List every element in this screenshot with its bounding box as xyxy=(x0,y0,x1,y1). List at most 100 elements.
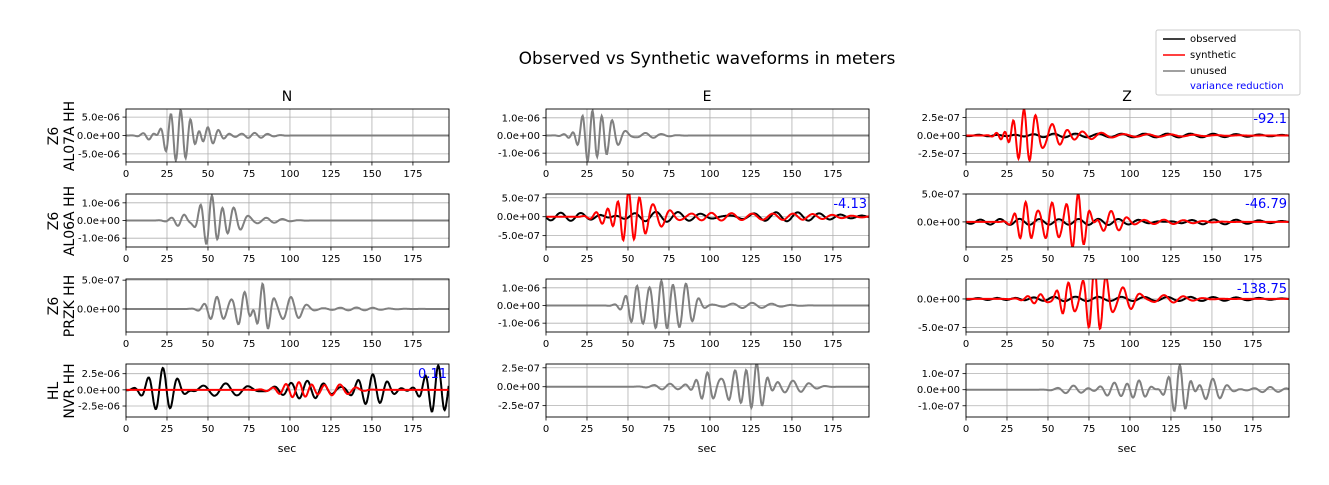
x-tick-label: 100 xyxy=(1120,169,1139,180)
x-tick-label: 125 xyxy=(321,169,340,180)
x-tick-label: 100 xyxy=(700,254,719,265)
x-tick-label: 125 xyxy=(1161,169,1180,180)
x-tick-label: 0 xyxy=(543,339,549,350)
x-tick-label: 175 xyxy=(403,339,422,350)
y-tick-label: -2.5e-07 xyxy=(918,149,960,160)
x-axis-label: sec xyxy=(698,442,717,455)
y-tick-label: -1.0e-07 xyxy=(918,401,960,412)
series-line-unused xyxy=(546,279,869,330)
x-tick-label: 50 xyxy=(202,169,215,180)
variance-reduction-value: -92.1 xyxy=(1253,112,1287,127)
y-tick-label: 2.5e-07 xyxy=(922,113,960,124)
x-tick-label: 150 xyxy=(782,339,801,350)
x-tick-label: 0 xyxy=(543,424,549,435)
x-tick-label: 100 xyxy=(280,169,299,180)
x-tick-label: 150 xyxy=(1202,254,1221,265)
panel-frame xyxy=(125,278,450,333)
x-tick-label: 175 xyxy=(823,339,842,350)
x-tick-label: 150 xyxy=(1202,169,1221,180)
y-tick-label: -5.0e-07 xyxy=(918,323,960,334)
panel-r1-c0: 0 25 50 75 100 125 150 175 -1.0e-06 0.0e+00 1.0e-0… xyxy=(77,193,450,265)
x-tick-label: 0 xyxy=(123,254,129,265)
x-tick-label: 25 xyxy=(161,339,174,350)
y-tick-label: 1.0e-07 xyxy=(922,369,960,380)
x-tick-label: 75 xyxy=(663,339,676,350)
x-tick-label: 150 xyxy=(362,254,381,265)
series-line-unused xyxy=(126,281,449,330)
y-tick-label: 1.0e-06 xyxy=(82,198,120,209)
x-tick-label: 50 xyxy=(622,169,635,180)
variance-reduction-value: 0.11 xyxy=(418,367,447,382)
y-tick-label: -1.0e-06 xyxy=(498,319,540,330)
x-tick-label: 0 xyxy=(123,339,129,350)
x-tick-label: 50 xyxy=(1042,424,1055,435)
series-line-synthetic xyxy=(966,279,1289,331)
x-tick-label: 150 xyxy=(362,169,381,180)
series-line-unused xyxy=(126,109,449,162)
x-tick-label: 100 xyxy=(700,169,719,180)
x-tick-label: 75 xyxy=(1083,424,1096,435)
x-tick-label: 125 xyxy=(321,254,340,265)
y-tick-label: 5.0e-07 xyxy=(502,193,540,204)
series-line-unused xyxy=(546,364,869,411)
x-tick-label: 150 xyxy=(782,169,801,180)
variance-reduction-value: -138.75 xyxy=(1237,282,1287,297)
station-labels: Z6 AL07A HH Z6 AL06A HH Z6 PRZK HH HL NV… xyxy=(46,101,78,419)
x-tick-label: 25 xyxy=(161,169,174,180)
x-tick-label: 50 xyxy=(1042,254,1055,265)
panel-r1-c2: 0 25 50 75 100 125 150 175 0.0e+00 5.0e-07 -46.79 xyxy=(917,190,1290,265)
y-tick-label: -5.0e-06 xyxy=(78,149,120,160)
y-tick-label: 5.0e-06 xyxy=(82,113,120,124)
x-tick-label: 0 xyxy=(963,254,969,265)
x-tick-label: 125 xyxy=(1161,339,1180,350)
x-tick-label: 175 xyxy=(1243,339,1262,350)
x-tick-label: 25 xyxy=(1001,254,1014,265)
series-line-unused xyxy=(546,109,869,162)
x-axis-label: sec xyxy=(1118,442,1137,455)
x-tick-label: 75 xyxy=(1083,339,1096,350)
legend-label-variance-reduction: variance reduction xyxy=(1190,81,1284,92)
x-tick-label: 150 xyxy=(362,339,381,350)
x-tick-label: 25 xyxy=(581,254,594,265)
y-tick-label: 2.5e-06 xyxy=(82,369,120,380)
x-tick-label: 50 xyxy=(622,254,635,265)
panel-r3-c1: 0 25 50 75 100 125 150 175 -2.5e-07 0.0e+00 2.5e-0… xyxy=(497,363,870,435)
y-tick-label: -1.0e-06 xyxy=(78,234,120,245)
series-line-synthetic xyxy=(966,194,1289,247)
y-tick-label: 1.0e-06 xyxy=(502,113,540,124)
x-tick-label: 25 xyxy=(581,169,594,180)
station-code-label: AL07A HH xyxy=(62,101,78,171)
x-tick-label: 50 xyxy=(1042,169,1055,180)
station-network-label: Z6 xyxy=(46,212,62,231)
y-tick-label: 0.0e+00 xyxy=(77,131,120,142)
station-network-label: Z6 xyxy=(46,297,62,316)
panel-frame xyxy=(965,278,1290,333)
y-tick-label: 0.0e+00 xyxy=(497,212,540,223)
x-tick-label: 75 xyxy=(663,424,676,435)
variance-reduction-value: -4.13 xyxy=(833,197,867,212)
y-tick-label: 5.0e-07 xyxy=(922,190,960,201)
x-tick-label: 100 xyxy=(280,424,299,435)
column-title-n: N xyxy=(282,89,292,105)
y-tick-label: -1.0e-06 xyxy=(498,149,540,160)
x-tick-label: 175 xyxy=(823,424,842,435)
y-tick-label: 0.0e+00 xyxy=(917,385,960,396)
x-tick-label: 75 xyxy=(243,424,256,435)
x-tick-label: 75 xyxy=(1083,254,1096,265)
y-tick-label: 0.0e+00 xyxy=(917,294,960,305)
x-tick-label: 0 xyxy=(123,169,129,180)
x-tick-label: 125 xyxy=(321,339,340,350)
x-tick-label: 100 xyxy=(1120,339,1139,350)
station-code-label: PRZK HH xyxy=(62,275,78,337)
x-tick-label: 125 xyxy=(741,254,760,265)
x-tick-label: 125 xyxy=(321,424,340,435)
y-tick-label: 0.0e+00 xyxy=(917,217,960,228)
x-tick-label: 0 xyxy=(543,169,549,180)
x-tick-label: 100 xyxy=(700,424,719,435)
panel-r3-c0: 0 25 50 75 100 125 150 175 -2.5e-06 0.0e+00 2.5e-0… xyxy=(77,363,450,435)
x-tick-label: 50 xyxy=(202,424,215,435)
y-tick-label: 0.0e+00 xyxy=(497,382,540,393)
x-tick-label: 0 xyxy=(543,254,549,265)
x-tick-label: 150 xyxy=(1202,424,1221,435)
